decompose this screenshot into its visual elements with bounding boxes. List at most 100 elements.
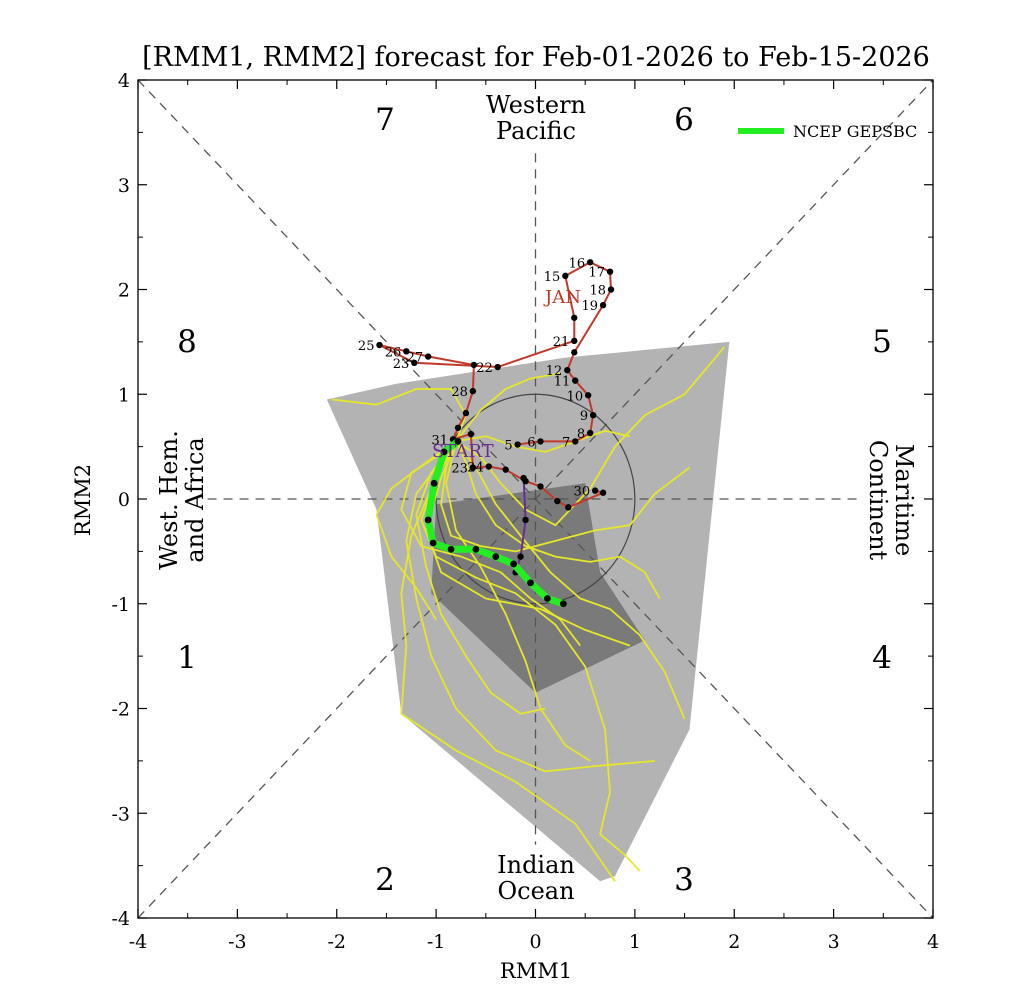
ensemble-mean-point (472, 545, 480, 553)
observed-point (494, 363, 501, 371)
ensemble-mean-point (440, 448, 448, 456)
observed-day-label: 16 (569, 256, 586, 271)
observed-day-label: 25 (358, 339, 375, 354)
observed-point (403, 348, 410, 355)
ensemble-member-line (375, 440, 457, 620)
observed-day-label: 7 (562, 435, 570, 450)
observed-point (467, 430, 475, 438)
ensemble-member-line (400, 440, 581, 647)
observed-point (591, 487, 599, 494)
observed-point (571, 337, 578, 345)
observed-day-label: 27 (407, 351, 424, 366)
phase-2-label: 2 (375, 862, 395, 898)
observed-day-label: 11 (554, 375, 571, 390)
region-labels: Western Pacific Indian Ocean West. Hem. … (155, 91, 918, 905)
observed-day-label: 24 (467, 461, 484, 476)
region-left-line2: and Africa (181, 437, 209, 562)
observed-day-label: 12 (546, 364, 563, 379)
observed-point (584, 392, 592, 399)
phase-8-label: 8 (177, 324, 197, 360)
observed-point (537, 483, 544, 490)
ensemble-mean-point (447, 545, 455, 553)
y-tick-label: -4 (111, 908, 130, 930)
observed-point (589, 412, 597, 419)
region-right-line2: Continent (864, 440, 892, 561)
region-left-line1: West. Hem. (155, 430, 183, 570)
observed-day-label: 9 (580, 409, 588, 424)
observed-point (537, 438, 544, 445)
ensemble-member-line (455, 346, 725, 527)
phase-3-label: 3 (674, 862, 694, 898)
ensemble-member-line (455, 441, 661, 599)
observed-point (565, 504, 572, 511)
observed-day-label: 31 (431, 433, 448, 448)
observed-point (571, 349, 578, 356)
observed-day-label: 26 (385, 345, 402, 360)
y-tick-label: 2 (118, 280, 130, 302)
phase-5-label: 5 (872, 324, 892, 360)
ensemble-members-layer (331, 346, 725, 882)
legend: NCEP GEPSBC (738, 122, 917, 141)
phase-1-label: 1 (177, 640, 197, 676)
x-tick-label: 4 (927, 931, 939, 953)
x-tick-label: 1 (629, 931, 641, 953)
phase-6-label: 6 (674, 102, 694, 138)
x-tick-label: 3 (828, 931, 840, 953)
x-tick-label: 0 (529, 931, 541, 953)
observed-day-label: 23 (451, 462, 468, 477)
ensemble-member-line (405, 440, 655, 773)
region-top-line1: Western (486, 91, 586, 119)
start-point (520, 474, 527, 482)
ensemble-member-line (331, 388, 467, 442)
observed-day-label: 15 (544, 270, 561, 285)
phase-4-label: 4 (872, 640, 892, 676)
observed-day-label: 5 (504, 439, 512, 454)
observed-trajectory-line (379, 261, 613, 509)
observed-day-label: 21 (553, 335, 570, 350)
observed-point (376, 341, 383, 349)
ensemble-member-line (415, 440, 546, 715)
x-tick-label: -3 (228, 931, 247, 953)
region-top-line2: Pacific (496, 117, 576, 145)
y-tick-label: -2 (111, 699, 130, 721)
observed-day-label: 19 (582, 299, 599, 314)
observed-point (470, 361, 478, 369)
y-tick-label: -3 (111, 803, 130, 825)
y-tick-label: 0 (118, 489, 130, 511)
region-right-line1: Maritime (890, 444, 918, 556)
observed-point (514, 441, 521, 448)
y-tick-label: 3 (118, 175, 130, 197)
observed-point (599, 302, 607, 309)
observed-point (485, 463, 492, 470)
observed-day-label: 6 (527, 435, 535, 450)
ensemble-member-line (440, 441, 691, 553)
observed-point (502, 466, 509, 473)
ensemble-mean-point (559, 600, 567, 608)
observed-point (586, 429, 594, 437)
ensemble-mean-point (492, 553, 500, 561)
region-bottom-line1: Indian (497, 851, 575, 879)
observed-point (571, 314, 578, 321)
observed-point (572, 377, 579, 384)
legend-label: NCEP GEPSBC (793, 122, 917, 141)
observed-point (564, 366, 571, 374)
ensemble-mean-point (424, 516, 432, 524)
observed-point (424, 353, 432, 360)
ensemble-mean-point (510, 560, 518, 568)
ensemble-member-line (400, 440, 616, 882)
observed-point (562, 272, 569, 280)
observed-day-label: 28 (451, 385, 468, 400)
start-annotation: START (432, 441, 494, 462)
observed-day-label: 8 (577, 427, 585, 442)
y-axis-label: RMM2 (71, 464, 95, 536)
ensemble-member-line (445, 441, 591, 762)
ensemble-member-line (420, 440, 641, 872)
observed-day-label: 23 (393, 357, 410, 372)
observed-point (462, 409, 470, 417)
start-point (517, 553, 524, 560)
phase-7-label: 7 (375, 102, 395, 138)
chart-title: [RMM1, RMM2] forecast for Feb-01-2026 to… (142, 42, 930, 73)
observed-day-label: 10 (567, 389, 584, 404)
observed-day-label: 18 (589, 284, 606, 299)
